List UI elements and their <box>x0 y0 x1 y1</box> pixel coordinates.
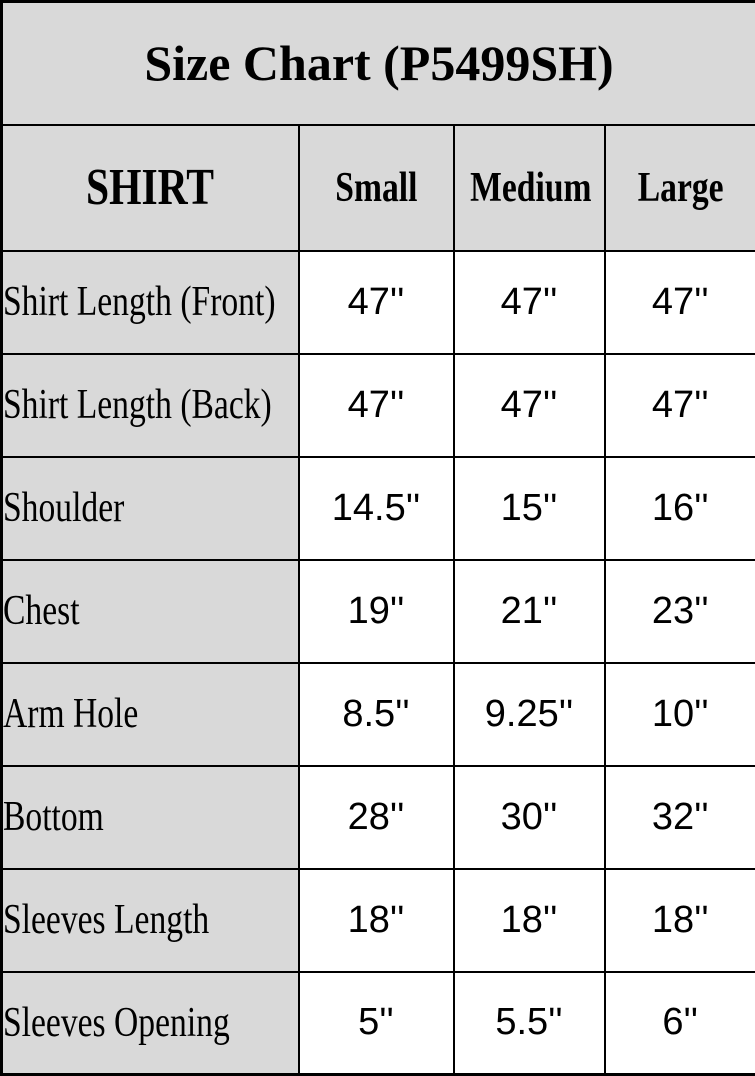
row-label: Shirt Length (Front) <box>2 251 299 354</box>
size-value-small: 47'' <box>299 354 454 457</box>
size-value-medium: 47'' <box>454 354 605 457</box>
table-row-shirt-length-back: Shirt Length (Back) 47'' 47'' 47'' <box>2 354 755 457</box>
size-value-medium: 21'' <box>454 560 605 663</box>
table-row-arm-hole: Arm Hole 8.5'' 9.25'' 10'' <box>2 663 755 766</box>
table-row-chest: Chest 19'' 21'' 23'' <box>2 560 755 663</box>
table-row-shoulder: Shoulder 14.5'' 15'' 16'' <box>2 457 755 560</box>
table-row-sleeves-opening: Sleeves Opening 5'' 5.5'' 6'' <box>2 972 755 1075</box>
size-value-large: 47'' <box>605 354 755 457</box>
size-value-small: 8.5'' <box>299 663 454 766</box>
size-value-large: 32'' <box>605 766 755 869</box>
header-row: SHIRT Small Medium Large <box>2 125 755 251</box>
row-label: Chest <box>2 560 299 663</box>
size-value-medium: 9.25'' <box>454 663 605 766</box>
size-value-large: 18'' <box>605 869 755 972</box>
size-value-small: 28'' <box>299 766 454 869</box>
chart-title-text: Size Chart (P5499SH) <box>144 35 613 91</box>
row-label: Bottom <box>2 766 299 869</box>
row-label: Arm Hole <box>2 663 299 766</box>
column-header-small-text: Small <box>335 164 417 212</box>
table-row-bottom: Bottom 28'' 30'' 32'' <box>2 766 755 869</box>
size-value-small: 5'' <box>299 972 454 1075</box>
size-value-medium: 30'' <box>454 766 605 869</box>
title-row: Size Chart (P5499SH) <box>2 2 755 125</box>
chart-title: Size Chart (P5499SH) <box>2 2 755 125</box>
size-value-medium: 15'' <box>454 457 605 560</box>
corner-header-text: SHIRT <box>86 158 214 217</box>
size-value-large: 6'' <box>605 972 755 1075</box>
size-value-medium: 5.5'' <box>454 972 605 1075</box>
table-row-shirt-length-front: Shirt Length (Front) 47'' 47'' 47'' <box>2 251 755 354</box>
table-row-sleeves-length: Sleeves Length 18'' 18'' 18'' <box>2 869 755 972</box>
row-label: Shirt Length (Back) <box>2 354 299 457</box>
size-value-medium: 18'' <box>454 869 605 972</box>
size-value-large: 47'' <box>605 251 755 354</box>
size-value-small: 47'' <box>299 251 454 354</box>
size-value-large: 23'' <box>605 560 755 663</box>
size-value-medium: 47'' <box>454 251 605 354</box>
size-value-large: 10'' <box>605 663 755 766</box>
column-header-large-text: Large <box>637 164 723 212</box>
column-header-medium-text: Medium <box>470 164 591 212</box>
column-header-medium: Medium <box>454 125 605 251</box>
column-header-small: Small <box>299 125 454 251</box>
size-value-small: 18'' <box>299 869 454 972</box>
row-label: Shoulder <box>2 457 299 560</box>
column-header-large: Large <box>605 125 755 251</box>
size-value-large: 16'' <box>605 457 755 560</box>
corner-header-shirt: SHIRT <box>2 125 299 251</box>
size-value-small: 14.5'' <box>299 457 454 560</box>
size-value-small: 19'' <box>299 560 454 663</box>
row-label: Sleeves Opening <box>2 972 299 1075</box>
row-label: Sleeves Length <box>2 869 299 972</box>
